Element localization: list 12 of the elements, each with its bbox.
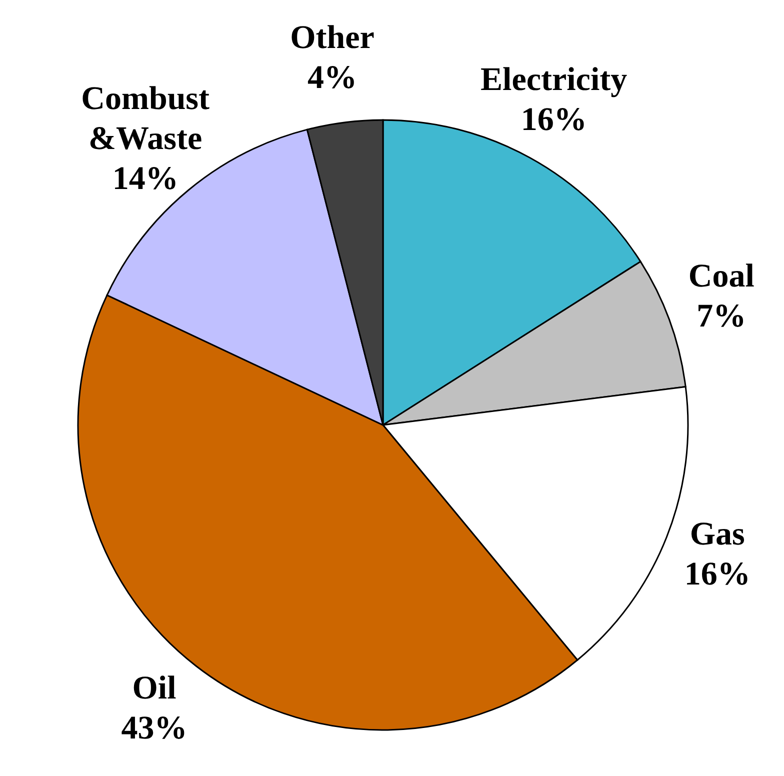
data-label: 4%: [308, 60, 358, 96]
slice-label: Other: [290, 20, 374, 56]
data-label: 16%: [684, 556, 750, 592]
slice-label: Oil: [132, 670, 176, 706]
slice-label: Electricity: [480, 62, 628, 98]
data-label: 14%: [112, 160, 178, 197]
data-label: 16%: [520, 102, 587, 138]
slice-label: Gas: [690, 516, 746, 552]
data-label: 43%: [121, 710, 188, 746]
data-label: 7%: [696, 298, 746, 334]
slice-label: Combust &Waste: [81, 80, 210, 157]
slice-label: Coal: [688, 258, 754, 294]
